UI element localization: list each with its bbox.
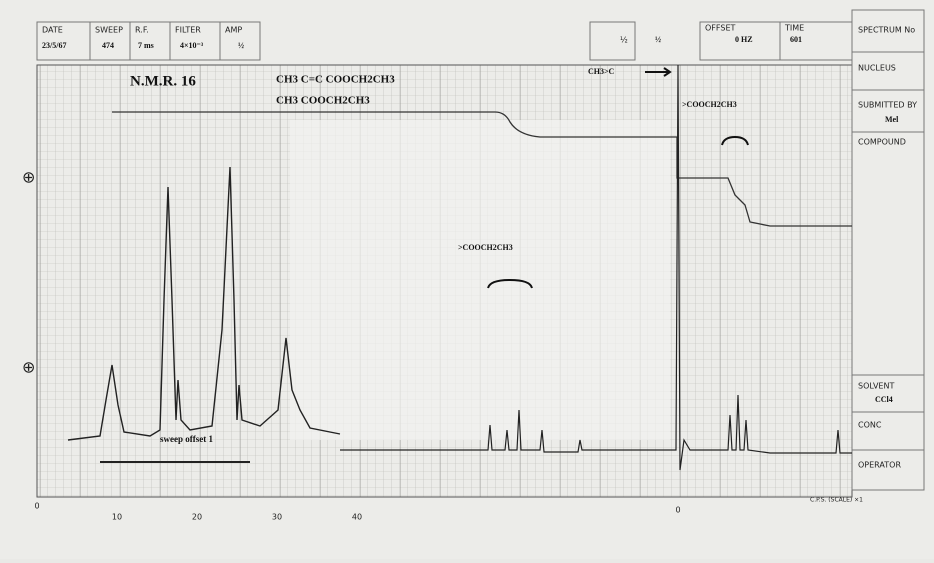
field-label: ½ [620, 36, 628, 45]
group-label: CH3>C [588, 67, 615, 76]
group-label: >COOCH2CH3 [682, 100, 737, 109]
field-value: ½ [655, 35, 661, 44]
registration-mark: ⊕ [22, 358, 35, 377]
field-label: DATE [42, 26, 63, 35]
integral [112, 111, 852, 227]
axis-label: 20 [192, 513, 202, 522]
panel-label: NUCLEUS [858, 64, 896, 73]
axis-scale: C.P.S. (SCALE) ×1 [810, 497, 863, 504]
panel-value: Mel [885, 115, 899, 124]
title: N.M.R. 16 [130, 73, 196, 89]
field-value: ½ [238, 41, 244, 50]
field-value: 0 HZ [735, 35, 753, 44]
axis-label: 0 [34, 502, 39, 511]
field-label: AMP [225, 26, 242, 35]
registration-mark: ⊕ [22, 168, 35, 187]
panel-label: OPERATOR [858, 461, 901, 470]
field-value: 7 ms [138, 41, 154, 50]
panel-label: COMPOUND [858, 138, 906, 147]
field-label: SWEEP [95, 26, 123, 35]
axis-label: 40 [352, 513, 362, 522]
field-value: 474 [102, 41, 114, 50]
field-value: 4×10⁻³ [180, 41, 204, 50]
axis-label: 30 [272, 513, 282, 522]
field-value: 601 [790, 35, 802, 44]
panel-value: CCl4 [875, 395, 893, 404]
field-label: TIME [784, 24, 804, 33]
field-label: FILTER [175, 26, 201, 35]
field-value: 23/5/67 [42, 41, 66, 50]
formula: CH3 COOCH2CH3 [276, 95, 370, 107]
note: sweep offset 1 [160, 434, 213, 444]
panel-label: SPECTRUM No [858, 26, 915, 35]
panel-label: SOLVENT [858, 382, 894, 391]
spectrum [67, 166, 341, 441]
brace [487, 135, 749, 289]
field-label: R.F. [135, 26, 149, 35]
panel-label: CONC [858, 421, 882, 430]
info-panel [851, 9, 925, 491]
field-label: OFFSET [705, 24, 735, 33]
arrow [645, 67, 672, 77]
panel-label: SUBMITTED BY [858, 101, 917, 110]
spectrum [340, 64, 852, 471]
formula: CH3 C=C COOCH2CH3 [276, 74, 395, 86]
group-label: >COOCH2CH3 [458, 243, 513, 252]
faded-area [290, 120, 670, 440]
axis-label: 10 [112, 513, 122, 522]
axis-label: 0 [675, 506, 680, 515]
